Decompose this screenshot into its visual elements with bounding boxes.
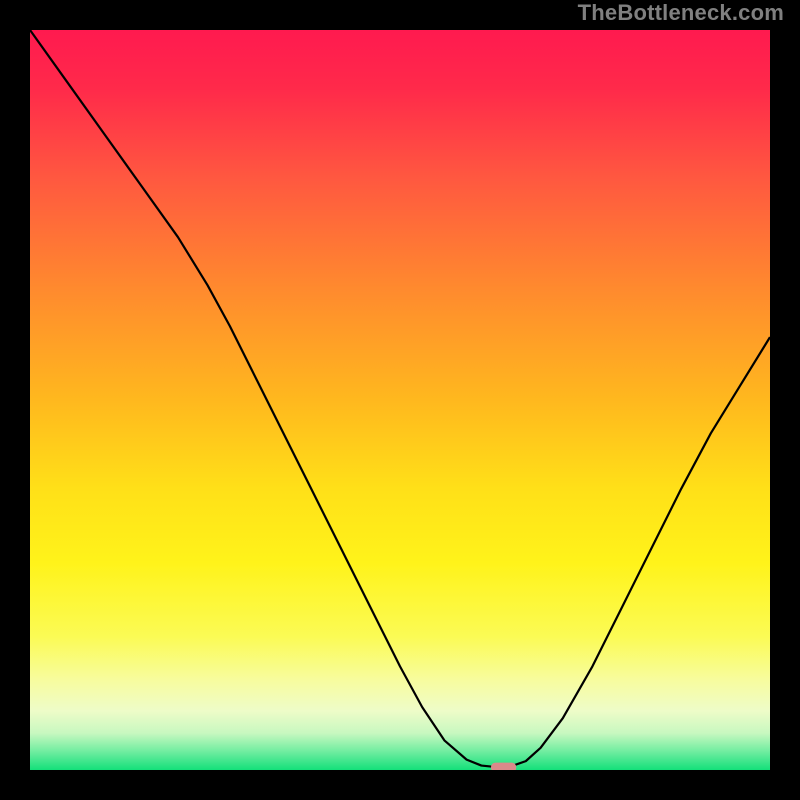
gradient-background [30, 30, 770, 770]
watermark-text: TheBottleneck.com [578, 0, 784, 26]
optimal-marker [491, 763, 516, 770]
chart-svg [30, 30, 770, 770]
plot-area [30, 30, 770, 770]
